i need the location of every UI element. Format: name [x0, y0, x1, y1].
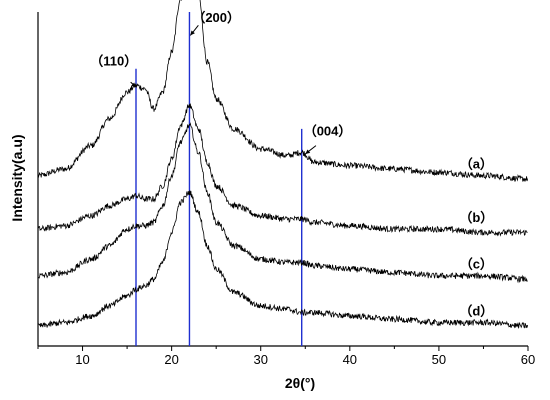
x-ticks: 10 20 30 40 50 60: [37, 346, 535, 367]
plot-frame: [37, 12, 528, 347]
y-axis-title: Intensity(a.u): [9, 134, 25, 221]
x-tick-label: 40: [343, 352, 357, 367]
x-axis-title: 2θ(°): [285, 375, 315, 391]
series-line-d: [37, 190, 528, 329]
series-label-c: （c）: [460, 257, 493, 272]
curves: [37, 0, 528, 329]
peak-annotation-label: （200）: [192, 10, 240, 25]
series-label-d: （d）: [459, 303, 493, 318]
annotation-arrow-head: [190, 30, 195, 36]
x-tick-label: 50: [432, 352, 446, 367]
annotation-arrow-head: [305, 149, 311, 154]
x-tick-label: 20: [164, 352, 178, 367]
peak-annotations: （110） （200） （004）: [90, 10, 352, 155]
series-label-b: （b）: [459, 210, 493, 225]
series-line-c: [37, 122, 528, 284]
x-tick-label: 60: [521, 352, 535, 367]
x-tick-label: 10: [75, 352, 89, 367]
series-label-a: （a）: [460, 156, 493, 171]
reference-lines: [135, 12, 303, 346]
series-line-b: [37, 103, 528, 237]
curve-labels: （a） （b） （c） （d）: [459, 156, 493, 318]
peak-annotation-label: （004）: [304, 124, 352, 139]
x-tick-label: 30: [253, 352, 267, 367]
peak-annotation-label: （110）: [90, 53, 137, 68]
series-line-a: [37, 0, 528, 182]
annotation-arrow-head: [131, 82, 136, 88]
